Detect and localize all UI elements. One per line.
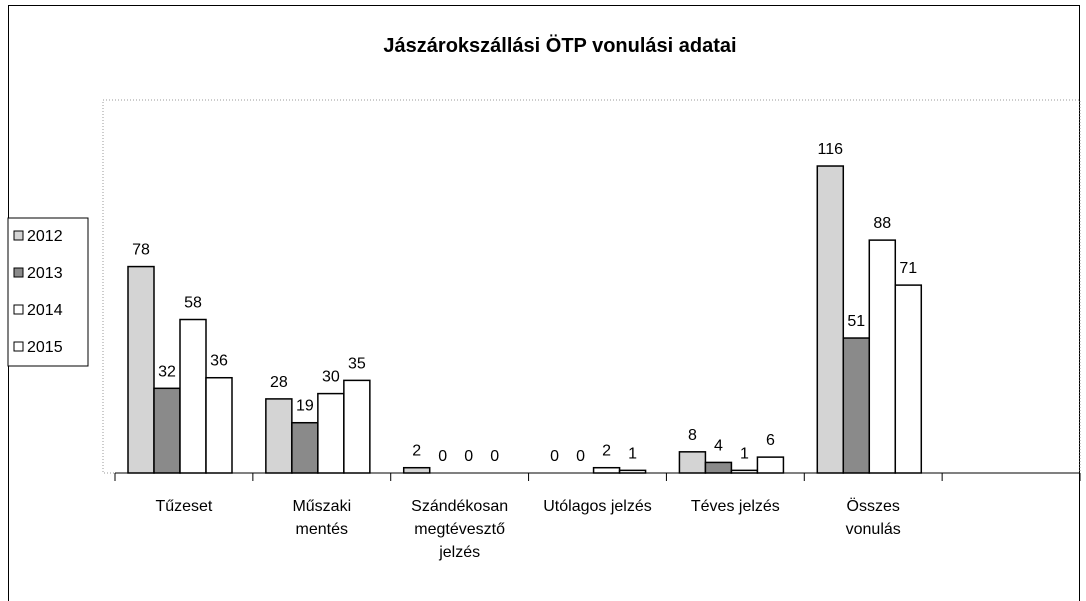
- legend-swatch: [13, 341, 24, 352]
- bar: [179, 318, 207, 474]
- plot-area: [102, 99, 1081, 474]
- bar: [317, 392, 345, 474]
- bar: [291, 421, 319, 474]
- x-tick-label: Utólagos jelzés: [543, 498, 652, 515]
- legend-swatch: [13, 304, 24, 315]
- data-label: 51: [847, 313, 865, 330]
- bar: [343, 379, 371, 474]
- legend-label: 2013: [27, 265, 63, 282]
- bar: [894, 284, 923, 474]
- bar: [730, 469, 759, 474]
- data-label: 2: [412, 443, 421, 460]
- legend-label: 2015: [27, 339, 63, 356]
- data-label: 6: [766, 432, 775, 449]
- data-label: 30: [322, 369, 340, 386]
- bar: [842, 337, 871, 474]
- bar: [127, 265, 155, 474]
- bar: [756, 456, 785, 474]
- legend-swatch: [13, 267, 24, 278]
- data-label: 32: [158, 363, 176, 380]
- data-label: 1: [740, 445, 749, 462]
- data-label: 4: [714, 437, 723, 454]
- bar: [868, 239, 897, 474]
- bar: [592, 466, 621, 474]
- bar: [205, 376, 233, 474]
- data-label: 0: [464, 448, 473, 465]
- data-label: 78: [132, 242, 150, 259]
- x-tick-label: Szándékosan megtévesztő jelzés: [411, 498, 509, 561]
- data-label: 0: [550, 448, 559, 465]
- legend-label: 2014: [27, 302, 63, 319]
- bar: [618, 469, 647, 474]
- data-label: 71: [899, 260, 917, 277]
- x-tick-label: Téves jelzés: [690, 498, 780, 515]
- bar: [265, 398, 293, 474]
- x-tick-label: Műszaki mentés: [292, 498, 352, 538]
- data-label: 0: [576, 448, 585, 465]
- data-label: 0: [438, 448, 447, 465]
- legend-box: [7, 217, 89, 367]
- x-tick-label: Tűzeset: [155, 498, 213, 515]
- data-label: 2: [602, 443, 611, 460]
- bar: [153, 387, 181, 474]
- data-label: 116: [818, 141, 844, 158]
- bar: [816, 165, 845, 474]
- legend-label: 2012: [27, 228, 63, 245]
- data-label: 1: [628, 445, 637, 462]
- chart-title: Jászárokszállási ÖTP vonulási adatai: [383, 34, 736, 57]
- bar: [704, 461, 733, 474]
- bar: [402, 466, 431, 474]
- data-label: 8: [688, 427, 697, 444]
- data-label: 0: [490, 448, 499, 465]
- x-tick-label: Összes vonulás: [845, 498, 901, 538]
- legend-swatch: [13, 230, 24, 241]
- data-label: 28: [270, 374, 288, 391]
- bar: [678, 451, 707, 474]
- data-label: 88: [873, 215, 891, 232]
- data-label: 19: [296, 398, 314, 415]
- data-label: 36: [210, 353, 228, 370]
- data-label: 35: [348, 355, 366, 372]
- data-label: 58: [184, 295, 202, 312]
